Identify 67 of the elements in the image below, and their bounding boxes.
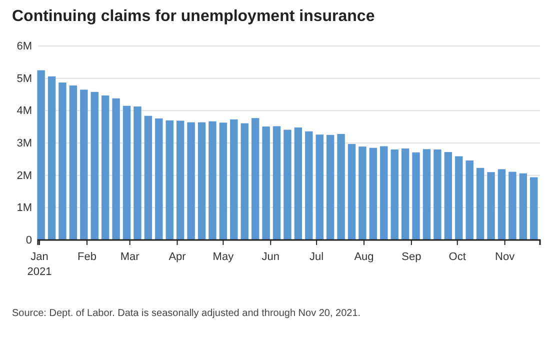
bar — [134, 106, 142, 240]
bar — [476, 168, 484, 240]
source-note: Source: Dept. of Labor. Data is seasonally adjusted and through Nov 20, 2021. — [12, 308, 361, 319]
bar — [358, 146, 366, 240]
bar — [444, 152, 452, 240]
bar — [122, 106, 131, 240]
bar — [90, 92, 98, 240]
bar — [69, 85, 78, 240]
bar — [251, 118, 260, 240]
x-tick-label: Jan 2021 — [27, 251, 52, 278]
y-tick-label: 6M — [16, 40, 32, 53]
bar — [466, 160, 474, 240]
bar — [434, 149, 442, 240]
y-tick-label: 5M — [16, 72, 32, 85]
bar — [401, 148, 410, 240]
y-tick-label: 1M — [16, 202, 32, 214]
bar — [219, 122, 228, 240]
bar — [272, 126, 281, 240]
bar — [166, 120, 174, 240]
x-tick-label: Mar — [120, 251, 140, 263]
x-tick-label: Jun — [262, 251, 280, 263]
bar — [187, 122, 195, 240]
bar — [369, 148, 378, 240]
chart-title: Continuing claims for unemployment insurance — [12, 8, 375, 25]
bar — [519, 173, 528, 240]
bar — [412, 152, 420, 240]
x-tick-label: Apr — [168, 251, 186, 263]
x-tick-label: Nov — [495, 251, 516, 263]
bar — [294, 127, 302, 240]
bar — [155, 118, 163, 240]
y-tick-label: 2M — [16, 170, 32, 182]
x-tick-label: Aug — [354, 251, 374, 263]
y-tick-label: 0 — [26, 234, 32, 247]
bar — [176, 120, 184, 240]
x-tick-label: Feb — [77, 251, 96, 263]
bar — [284, 130, 292, 240]
bar — [326, 134, 334, 240]
bar — [390, 149, 398, 240]
x-tick-label: May — [212, 251, 234, 263]
bar — [422, 149, 431, 240]
bar — [80, 90, 88, 240]
y-tick-label: 3M — [16, 138, 32, 150]
x-tick-label: Sep — [402, 251, 422, 263]
bar — [487, 172, 495, 240]
bar — [144, 116, 152, 240]
bar — [262, 126, 270, 240]
bar — [101, 95, 110, 240]
bar — [58, 82, 66, 240]
y-tick-label: 4M — [16, 105, 32, 118]
bar — [316, 134, 324, 240]
bar — [240, 123, 248, 240]
bar — [198, 122, 206, 240]
bar — [48, 76, 56, 240]
bar — [348, 144, 356, 240]
bar — [112, 98, 120, 240]
bar — [380, 146, 388, 240]
bar — [305, 131, 313, 240]
bar — [337, 134, 345, 240]
x-tick-label: Jul — [310, 251, 324, 263]
bar — [530, 177, 538, 240]
bar — [230, 119, 238, 240]
bar — [455, 156, 463, 240]
bar — [498, 169, 506, 240]
bar — [508, 172, 516, 240]
x-tick-label: Oct — [448, 251, 466, 263]
bar — [37, 70, 45, 240]
bar — [208, 121, 216, 240]
